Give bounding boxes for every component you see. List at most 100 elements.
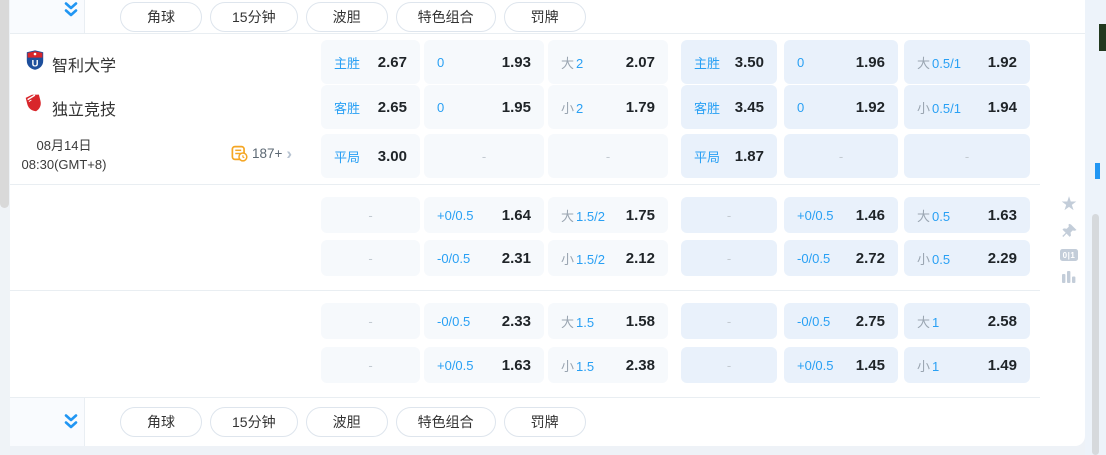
odds-cell-s3-r2-c3[interactable]: 小 1.5 2.38: [548, 347, 668, 383]
market-label: +0/0.5: [797, 208, 834, 223]
stats-bars-icon[interactable]: [1061, 270, 1077, 284]
match-action-rail: ★ 0|1: [1054, 194, 1084, 284]
filter-pill-4[interactable]: 特色组合: [395, 407, 496, 437]
odds-cell-s3-r1-c6[interactable]: 大 1 2.58: [904, 303, 1030, 339]
market-label: +0/0.5: [437, 208, 474, 223]
collapse-double-chevron-icon[interactable]: [60, 1, 82, 19]
odds-cell-s3-r2-c1[interactable]: -: [321, 347, 420, 383]
handicap-label: 2: [576, 100, 584, 116]
odds-cell-s3-r2-c5[interactable]: +0/0.5 1.45: [784, 347, 898, 383]
odds-cell-s2-r2-c4[interactable]: -: [681, 240, 777, 276]
odds-cell-s2-r1-c3[interactable]: 大 1.5/2 1.75: [548, 197, 668, 233]
away-team-badge: [25, 94, 41, 112]
odds-value: 1.92: [855, 98, 885, 116]
odds-cell-s3-r1-c4[interactable]: -: [681, 303, 777, 339]
odds-value: 3.00: [377, 147, 407, 165]
match-odds-panel: 角球 15分钟 波胆 特色组合 罚牌 U 智利大学 独立竞技: [10, 0, 1085, 446]
filter-pill-2[interactable]: 15分钟: [210, 1, 298, 32]
more-markets-button[interactable]: 187+ ›: [231, 145, 292, 162]
filter-pill-2[interactable]: 15分钟: [210, 407, 298, 437]
odds-cell-s3-r1-c2[interactable]: -0/0.5 2.33: [424, 303, 544, 339]
odds-cell-s1-r2-c2[interactable]: 0 1.95: [424, 85, 544, 129]
odds-cell-s1-r3-c2[interactable]: -: [424, 134, 544, 178]
odds-cell-s1-r2-c3[interactable]: 小 2 1.79: [548, 85, 668, 129]
odds-cell-s1-r2-c5[interactable]: 0 1.92: [784, 85, 898, 129]
odds-cell-s2-r2-c1[interactable]: -: [321, 240, 420, 276]
odds-cell-s1-r3-c3[interactable]: -: [548, 134, 668, 178]
odds-cell-s3-r2-c2[interactable]: +0/0.5 1.63: [424, 347, 544, 383]
handicap-label: -0/0.5: [797, 313, 831, 329]
match-date: 08月14日: [36, 138, 92, 153]
market-label: 大 0.5/1: [917, 53, 961, 72]
odds-cell-s1-r1-c5[interactable]: 0 1.96: [784, 40, 898, 84]
odds-cell-s2-r1-c4[interactable]: -: [681, 197, 777, 233]
market-label: 0: [437, 55, 444, 70]
pin-icon[interactable]: [1061, 223, 1078, 240]
odds-value: 1.87: [734, 147, 764, 165]
odds-cell-s3-r1-c1[interactable]: -: [321, 303, 420, 339]
odds-cell-s1-r2-c4[interactable]: 客胜 3.45: [681, 85, 777, 129]
odds-cell-s3-r1-c3[interactable]: 大 1.5 1.58: [548, 303, 668, 339]
market-label: 主胜: [694, 53, 720, 72]
odds-value: -: [838, 148, 844, 164]
filter-pill-1[interactable]: 角球: [120, 1, 202, 32]
bottom-filter-bar: 角球 15分钟 波胆 特色组合 罚牌: [10, 398, 1085, 446]
odds-cell-s3-r1-c5[interactable]: -0/0.5 2.75: [784, 303, 898, 339]
odds-cell-s2-r1-c1[interactable]: -: [321, 197, 420, 233]
market-label: 小 0.5/1: [917, 98, 961, 117]
handicap-label: 0: [797, 99, 805, 115]
odds-cell-s2-r1-c5[interactable]: +0/0.5 1.46: [784, 197, 898, 233]
handicap-label: 0.5: [932, 208, 951, 224]
clipped-content-fragment: [1095, 163, 1100, 179]
filter-pill-4[interactable]: 特色组合: [395, 1, 496, 32]
odds-cell-s2-r2-c5[interactable]: -0/0.5 2.72: [784, 240, 898, 276]
odds-cell-s1-r1-c6[interactable]: 大 0.5/1 1.92: [904, 40, 1030, 84]
odds-cell-s2-r2-c6[interactable]: 小 0.5 2.29: [904, 240, 1030, 276]
odds-cell-s2-r2-c2[interactable]: -0/0.5 2.31: [424, 240, 544, 276]
collapse-zone: [10, 0, 84, 33]
filter-pill-3[interactable]: 波胆: [305, 1, 388, 32]
favorite-star-icon[interactable]: ★: [1060, 194, 1078, 215]
odds-cell-s1-r3-c5[interactable]: -: [784, 134, 898, 178]
right-scrollbar-thumb[interactable]: [1092, 214, 1099, 455]
bar-divider: [84, 0, 85, 33]
double-chevron-down-icon: [64, 2, 78, 17]
odds-cell-s2-r1-c6[interactable]: 大 0.5 1.63: [904, 197, 1030, 233]
ou-direction-label: 小: [561, 100, 575, 116]
market-label: 小 1.5/2: [561, 249, 605, 268]
filter-pill-5[interactable]: 罚牌: [503, 1, 586, 32]
odds-cell-s1-r2-c6[interactable]: 小 0.5/1 1.94: [904, 85, 1030, 129]
odds-cell-s2-r2-c3[interactable]: 小 1.5/2 2.12: [548, 240, 668, 276]
filter-pill-5[interactable]: 罚牌: [503, 407, 586, 437]
ou-direction-label: 小: [561, 358, 575, 374]
odds-value: 3.50: [734, 53, 764, 71]
odds-cell-s2-r1-c2[interactable]: +0/0.5 1.64: [424, 197, 544, 233]
market-label: 大 0.5: [917, 206, 950, 225]
odds-cell-s3-r2-c4[interactable]: -: [681, 347, 777, 383]
odds-cell-s1-r3-c4[interactable]: 平局 1.87: [681, 134, 777, 178]
expand-double-chevron-icon[interactable]: [60, 413, 82, 431]
odds-cell-s1-r1-c2[interactable]: 0 1.93: [424, 40, 544, 84]
filter-pill-1[interactable]: 角球: [120, 407, 202, 437]
handicap-label: 0.5/1: [932, 55, 961, 71]
handicap-label: -0/0.5: [437, 313, 471, 329]
odds-cell-s1-r1-c4[interactable]: 主胜 3.50: [681, 40, 777, 84]
divider: [10, 184, 1040, 185]
score-01-icon[interactable]: 0|1: [1060, 249, 1078, 261]
odds-value: 1.75: [625, 206, 655, 224]
odds-cell-s1-r1-c1[interactable]: 主胜 2.67: [321, 40, 420, 84]
odds-value: 3.45: [734, 98, 764, 116]
odds-cell-s3-r2-c6[interactable]: 小 1 1.49: [904, 347, 1030, 383]
left-scrollbar-track[interactable]: [0, 0, 10, 455]
left-scrollbar-thumb[interactable]: [0, 0, 9, 208]
odds-cell-s1-r1-c3[interactable]: 大 2 2.07: [548, 40, 668, 84]
filter-pill-3[interactable]: 波胆: [305, 407, 388, 437]
odds-cell-s1-r3-c1[interactable]: 平局 3.00: [321, 134, 420, 178]
odds-cell-s1-r2-c1[interactable]: 客胜 2.65: [321, 85, 420, 129]
handicap-label: 主胜: [694, 55, 721, 71]
odds-value: 1.63: [987, 206, 1017, 224]
handicap-label: 客胜: [694, 100, 721, 116]
odds-cell-s1-r3-c6[interactable]: -: [904, 134, 1030, 178]
